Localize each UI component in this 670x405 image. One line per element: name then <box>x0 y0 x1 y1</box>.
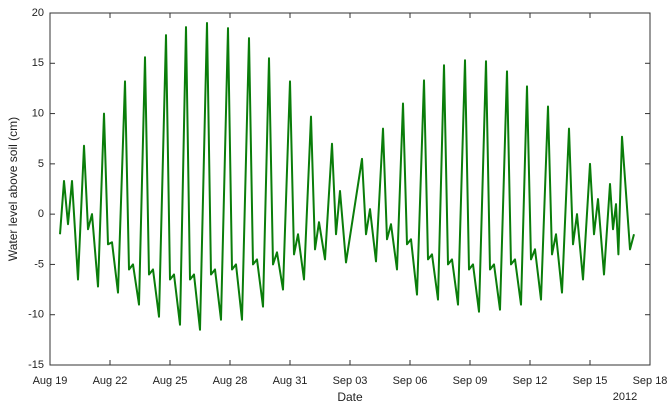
y-tick-label: 15 <box>32 57 44 69</box>
x-tick-label: Sep 18 <box>633 375 668 387</box>
y-tick-label: -15 <box>28 359 44 371</box>
x-tick-label: Sep 03 <box>333 375 368 387</box>
x-tick-label: Sep 12 <box>513 375 548 387</box>
y-tick-label: 0 <box>38 208 44 220</box>
x-tick-label: Aug 31 <box>273 375 308 387</box>
x-tick-label: Aug 25 <box>153 375 188 387</box>
water-level-line <box>59 22 635 331</box>
x-tick-label: Sep 06 <box>393 375 428 387</box>
plot-frame <box>49 12 651 366</box>
y-tick-label: 5 <box>38 158 44 170</box>
x-axis-label: Date <box>337 390 363 404</box>
y-tick-label: -10 <box>28 309 44 321</box>
x-tick-label: Sep 09 <box>453 375 488 387</box>
y-tick-label: 10 <box>32 107 44 119</box>
y-tick-label: -5 <box>34 258 44 270</box>
x-tick-label: Aug 19 <box>33 375 68 387</box>
year-label: 2012 <box>613 391 637 403</box>
x-tick-label: Sep 15 <box>573 375 608 387</box>
y-tick-label: 20 <box>32 7 44 19</box>
x-tick-label: Aug 22 <box>93 375 128 387</box>
y-axis-label: Water level above soil (cm) <box>6 117 20 261</box>
x-tick-label: Aug 28 <box>213 375 248 387</box>
